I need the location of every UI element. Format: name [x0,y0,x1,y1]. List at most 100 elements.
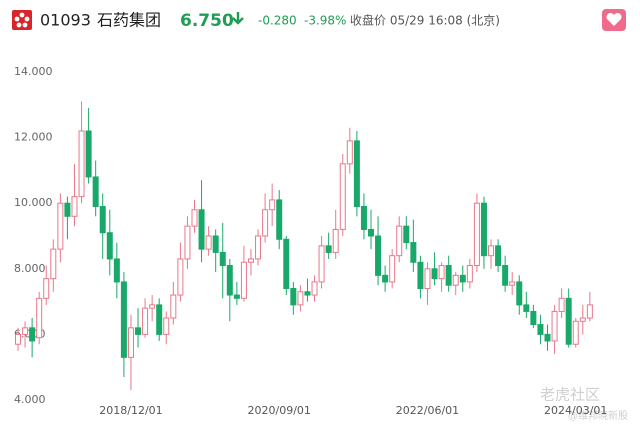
candle-body [516,281,523,306]
candle-body [240,261,247,299]
candle-body [403,225,410,244]
candle-body [389,255,396,283]
candle-body [509,281,516,286]
candle-body [558,297,565,312]
candle-body [382,274,389,283]
heart-icon [606,12,622,26]
candle-body [71,196,78,217]
candle-body [269,199,276,211]
price: 6.750 [180,11,234,31]
candle-body [424,268,431,289]
watermark-author: @维邦晓新股 [568,409,628,422]
candle-body [488,245,495,257]
candle-body [142,307,149,335]
status: 收盘价 05/29 16:08 (北京) [350,13,500,28]
candle-body [205,235,212,250]
candle-body [410,242,417,263]
candle-body [135,327,142,335]
candle-body [276,199,283,240]
candle-body [530,310,537,326]
candle-body [29,327,36,342]
candle-body [198,209,205,250]
candle-body [572,320,579,345]
candle-body [262,209,269,237]
down-arrow [232,12,244,25]
candle-body [579,317,586,322]
candle-body [551,310,558,342]
candle-body [149,304,156,309]
candle-body [396,225,403,257]
y-tick-label: 4.000 [14,393,46,406]
candle-body [226,265,233,296]
x-tick-label: 2022/06/01 [396,404,459,417]
candle-body [247,258,254,263]
candle-body [120,281,127,358]
candle-body [106,232,113,260]
candle-body [297,291,304,306]
candle-body [431,268,438,280]
candle-body [466,265,473,283]
candle-body [36,297,43,339]
candle-body [375,235,382,276]
candle-body [480,202,487,257]
change-pct: -3.98% [304,14,346,28]
candle-body [417,261,424,289]
candle-body [233,294,240,299]
candle-body [586,304,593,319]
candle-body [22,327,29,335]
stock-code: 01093 [40,11,91,30]
candle-body [332,228,339,253]
candle-body [325,245,332,253]
candle-body [565,297,572,345]
stock-name: 石药集团 [97,11,161,30]
candle-body [57,202,64,250]
candle-body [85,130,92,178]
x-tick-label: 2020/09/01 [248,404,311,417]
candle-body [43,278,50,299]
candle-body [311,281,318,296]
candle-body [537,324,544,335]
flag-flower [14,12,30,28]
candle-body [156,304,163,335]
candle-body [502,265,509,286]
candle-body [368,228,374,237]
candle-body [353,140,360,207]
change: -0.280 [258,14,297,28]
candle-body [473,202,480,267]
x-tick-label: 2018/12/01 [99,404,162,417]
y-tick-label: 8.000 [14,262,46,275]
candle-body [304,291,311,296]
candle-body [495,245,502,267]
candle-body [99,205,106,234]
candle-body [452,274,459,286]
candle-body [127,327,134,358]
candle-body [346,140,353,165]
candle-body [255,235,262,260]
candle-body [544,333,551,342]
candle-body [170,294,177,319]
candle-body [50,248,57,280]
candle-body [360,205,367,230]
candle-body [523,304,530,312]
candle-body [184,225,191,260]
candle-body [78,130,85,198]
candle-body [445,265,452,286]
y-tick-label: 10.000 [14,196,53,209]
candle-body [212,235,219,253]
candle-body [15,333,21,345]
candle-body [64,202,71,217]
candle-body [219,251,226,267]
candle-body [318,245,325,283]
y-tick-label: 14.000 [14,65,53,78]
candle-body [92,176,99,207]
candle-body [113,258,120,283]
x-tick-label: 2024/03/01 [544,404,607,417]
watermark-brand: 老虎社区 [540,386,600,404]
y-tick-label: 12.000 [14,131,53,144]
candle-body [177,258,184,296]
candle-body [459,274,466,283]
candle-body [339,163,346,230]
candle-body [290,287,297,306]
